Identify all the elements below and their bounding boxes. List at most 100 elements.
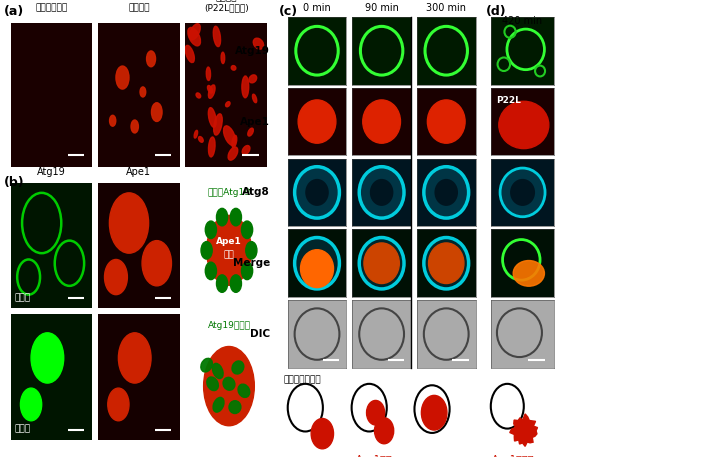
- Circle shape: [363, 100, 400, 143]
- Text: Atg19変異体: Atg19変異体: [207, 321, 251, 330]
- Circle shape: [500, 168, 545, 217]
- Ellipse shape: [190, 24, 200, 40]
- Text: 分散した状態: 分散した状態: [36, 4, 67, 13]
- Ellipse shape: [201, 358, 212, 372]
- Circle shape: [21, 388, 42, 421]
- Ellipse shape: [188, 27, 200, 46]
- Ellipse shape: [194, 130, 197, 138]
- Text: Atg19: Atg19: [37, 166, 66, 176]
- Ellipse shape: [242, 145, 250, 154]
- Circle shape: [241, 221, 253, 239]
- Ellipse shape: [224, 126, 236, 145]
- Ellipse shape: [499, 101, 549, 149]
- Text: 変異体: 変異体: [15, 425, 31, 433]
- Text: Atg19: Atg19: [235, 46, 270, 56]
- Circle shape: [427, 100, 465, 143]
- Circle shape: [295, 238, 339, 289]
- Circle shape: [370, 179, 393, 206]
- Circle shape: [108, 388, 129, 421]
- Text: 420 min: 420 min: [502, 16, 542, 26]
- Circle shape: [311, 419, 334, 449]
- Circle shape: [435, 179, 458, 206]
- Ellipse shape: [213, 398, 224, 412]
- Circle shape: [207, 215, 251, 285]
- Ellipse shape: [253, 94, 257, 103]
- Circle shape: [359, 167, 404, 218]
- Text: 凝集状態
(P22L変異体): 凝集状態 (P22L変異体): [204, 0, 248, 13]
- Circle shape: [204, 346, 254, 426]
- Ellipse shape: [228, 147, 238, 160]
- Text: 野生型Atg19: 野生型Atg19: [207, 188, 251, 197]
- Text: (b): (b): [4, 176, 24, 189]
- Ellipse shape: [238, 384, 250, 398]
- Text: 300 min: 300 min: [426, 3, 466, 13]
- Ellipse shape: [185, 45, 195, 63]
- Circle shape: [366, 400, 385, 425]
- Ellipse shape: [212, 363, 223, 378]
- Ellipse shape: [221, 52, 224, 64]
- Ellipse shape: [223, 377, 235, 390]
- Circle shape: [146, 51, 155, 67]
- Text: P22L: P22L: [496, 96, 521, 105]
- Text: Atg8: Atg8: [242, 187, 270, 197]
- Circle shape: [375, 418, 393, 444]
- Ellipse shape: [249, 75, 257, 83]
- Polygon shape: [510, 414, 537, 446]
- Ellipse shape: [248, 128, 253, 136]
- Circle shape: [364, 243, 399, 283]
- Circle shape: [246, 242, 257, 259]
- Text: 液滴状態: 液滴状態: [128, 4, 150, 13]
- Circle shape: [104, 260, 127, 295]
- Circle shape: [201, 242, 212, 259]
- Text: (a): (a): [4, 5, 24, 17]
- Circle shape: [359, 238, 404, 289]
- Text: Ape1: Ape1: [216, 237, 242, 245]
- Text: 野生型: 野生型: [15, 293, 31, 302]
- Circle shape: [109, 115, 116, 126]
- Text: 液滴: 液滴: [224, 250, 234, 260]
- Ellipse shape: [209, 85, 215, 98]
- Ellipse shape: [196, 93, 201, 98]
- Circle shape: [151, 103, 162, 122]
- Circle shape: [305, 179, 329, 206]
- Circle shape: [230, 275, 241, 292]
- Text: Ape1: Ape1: [126, 166, 151, 176]
- Ellipse shape: [232, 361, 244, 374]
- Circle shape: [131, 120, 138, 133]
- Circle shape: [205, 221, 217, 239]
- Circle shape: [140, 87, 146, 97]
- Ellipse shape: [207, 85, 212, 93]
- Text: (d): (d): [486, 5, 507, 17]
- Circle shape: [241, 262, 253, 280]
- Text: Ape1: Ape1: [240, 117, 270, 127]
- Ellipse shape: [513, 260, 545, 286]
- Text: (c): (c): [279, 5, 298, 17]
- Text: 巨大脂質膜小胞: 巨大脂質膜小胞: [284, 376, 322, 385]
- Ellipse shape: [207, 377, 219, 391]
- Circle shape: [31, 333, 64, 383]
- Circle shape: [109, 193, 148, 253]
- Circle shape: [510, 179, 535, 206]
- Ellipse shape: [242, 76, 248, 98]
- Ellipse shape: [226, 101, 230, 107]
- Circle shape: [422, 395, 447, 430]
- Text: Merge: Merge: [233, 258, 270, 268]
- Circle shape: [205, 262, 217, 280]
- Circle shape: [424, 238, 469, 289]
- Text: Ape1凝集体: Ape1凝集体: [492, 455, 535, 457]
- Circle shape: [217, 275, 228, 292]
- Ellipse shape: [232, 135, 236, 148]
- Ellipse shape: [209, 137, 215, 157]
- Circle shape: [142, 240, 172, 286]
- Ellipse shape: [199, 137, 203, 142]
- Circle shape: [295, 167, 339, 218]
- Text: 90 min: 90 min: [365, 3, 398, 13]
- Circle shape: [300, 250, 334, 287]
- Ellipse shape: [214, 114, 222, 135]
- Ellipse shape: [229, 401, 241, 414]
- Text: DIC: DIC: [250, 329, 270, 339]
- Ellipse shape: [253, 38, 263, 49]
- Circle shape: [424, 167, 469, 218]
- Circle shape: [429, 243, 464, 283]
- Circle shape: [116, 66, 129, 89]
